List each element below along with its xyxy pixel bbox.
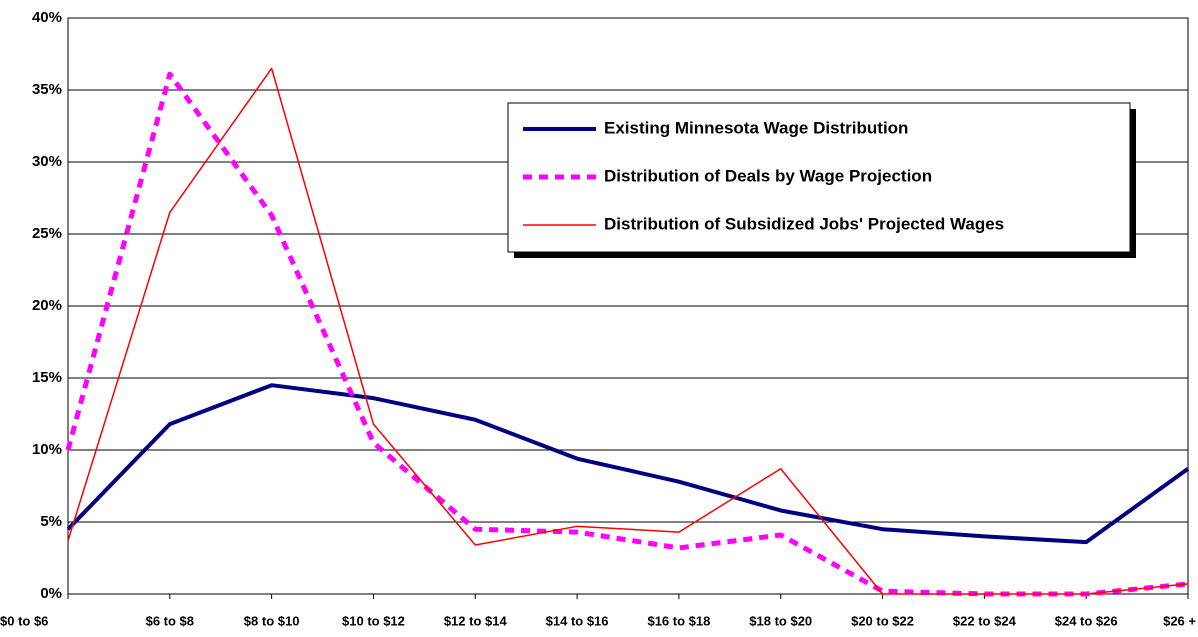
x-tick-label: $12 to $14 [444, 613, 508, 628]
y-tick-label: 25% [32, 225, 62, 242]
series-line [66, 383, 1190, 545]
x-tick-label: $16 to $18 [647, 613, 710, 628]
x-tick-label: $24 to $26 [1055, 613, 1118, 628]
y-tick-label: 15% [32, 369, 62, 386]
x-tick-label: $0 to $6 [0, 613, 48, 628]
legend-label: Existing Minnesota Wage Distribution [604, 118, 908, 137]
y-tick-label: 5% [40, 513, 62, 530]
x-tick-label: $10 to $12 [342, 613, 405, 628]
y-tick-label: 20% [32, 297, 62, 314]
y-tick-label: 30% [32, 153, 62, 170]
y-tick-label: 35% [32, 81, 62, 98]
plot-frame [67, 17, 1189, 595]
y-tick-label: 40% [32, 9, 62, 26]
legend [507, 102, 1131, 253]
x-tick-label: $6 to $8 [146, 613, 194, 628]
x-tick-label: $18 to $20 [749, 613, 812, 628]
x-tick-label: $20 to $22 [851, 613, 914, 628]
x-tick-label: $14 to $16 [546, 613, 609, 628]
x-tick-label: $22 to $24 [953, 613, 1017, 628]
x-tick-label: $8 to $10 [244, 613, 300, 628]
legend-label: Distribution of Subsidized Jobs' Project… [604, 214, 1004, 233]
legend-label: Distribution of Deals by Wage Projection [604, 166, 932, 185]
y-tick-label: 0% [40, 585, 62, 602]
series-line [67, 67, 1189, 595]
x-tick-label: $26 + [1163, 613, 1196, 628]
y-tick-label: 10% [32, 441, 62, 458]
